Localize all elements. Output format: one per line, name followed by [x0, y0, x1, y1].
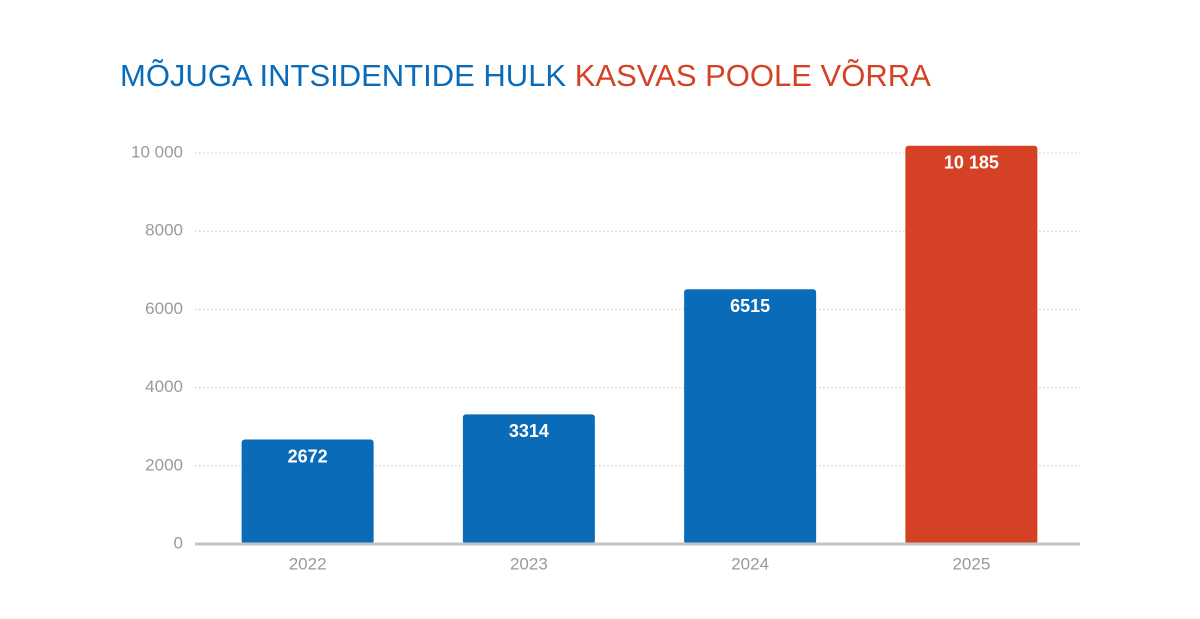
x-tick-label: 2024: [731, 554, 769, 573]
y-tick-label: 2000: [145, 455, 183, 474]
value-label: 10 185: [944, 153, 999, 173]
value-label: 3314: [509, 421, 549, 441]
y-tick-label: 10 000: [131, 142, 183, 161]
y-tick-label: 6000: [145, 299, 183, 318]
y-tick-label: 0: [174, 533, 183, 552]
x-tick-label: 2023: [510, 554, 548, 573]
bar: [462, 414, 595, 544]
title-part: MÕJUGA INTSIDENTIDE HULK: [120, 58, 566, 93]
value-label: 2672: [288, 446, 328, 466]
value-label: 6515: [730, 296, 770, 316]
y-tick-label: 8000: [145, 221, 183, 240]
bar: [684, 289, 817, 544]
x-tick-label: 2022: [289, 554, 327, 573]
title-highlight: KASVAS POOLE VÕRRA: [575, 58, 931, 93]
bar: [905, 145, 1038, 545]
x-tick-label: 2025: [952, 554, 990, 573]
bar: [241, 439, 374, 544]
chart-title: MÕJUGA INTSIDENTIDE HULK KASVAS POOLE VÕ…: [120, 58, 931, 93]
y-tick-label: 4000: [145, 377, 183, 396]
